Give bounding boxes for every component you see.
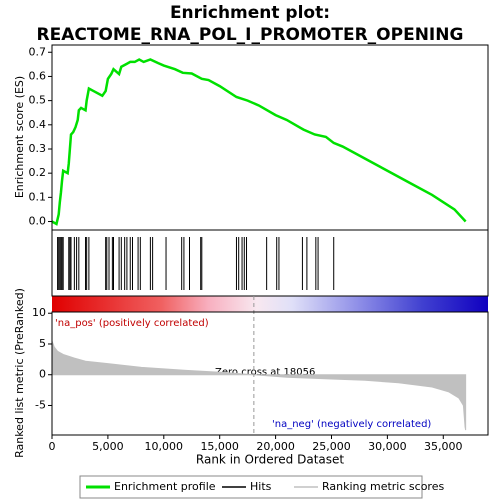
legend: [79, 475, 423, 499]
x-tick-label: 10,000: [145, 440, 184, 453]
legend-label: Hits: [250, 480, 272, 493]
legend-label: Ranking metric scores: [322, 480, 444, 493]
y-tick-label: 5: [39, 337, 46, 350]
x-tick-label: 5,000: [92, 440, 124, 453]
x-tick-label: 25,000: [312, 440, 351, 453]
chart-title: Enrichment plot:: [170, 3, 330, 23]
y-tick-label: 10: [32, 306, 46, 319]
chart-title: REACTOME_RNA_POL_I_PROMOTER_OPENING: [37, 25, 464, 45]
color-bar: [52, 296, 488, 312]
annotation: 'na_pos' (positively correlated): [55, 318, 209, 329]
legend-label: Enrichment profile: [114, 480, 216, 493]
y-axis-label: Enrichment score (ES): [13, 76, 26, 198]
y-tick-label: -5: [35, 398, 46, 411]
annotation: Zero cross at 18056: [215, 367, 315, 378]
x-tick-label: 20,000: [256, 440, 295, 453]
plot-frame: [51, 311, 489, 436]
plot-frame: [51, 229, 489, 297]
y-tick-label: 0.1: [29, 190, 47, 203]
y-tick-label: 0.4: [29, 118, 47, 131]
x-axis-label: Rank in Ordered Dataset: [196, 453, 344, 467]
y-axis-label: Ranked list metric (PreRanked): [13, 288, 26, 458]
y-tick-label: 0.3: [29, 142, 47, 155]
annotation: 'na_neg' (negatively correlated): [272, 419, 431, 430]
y-tick-label: 0.5: [29, 94, 47, 107]
metric-area: [51, 340, 467, 431]
y-tick-label: 0: [39, 368, 46, 381]
y-tick-label: 0.0: [29, 215, 47, 228]
y-tick-label: 0.2: [29, 166, 47, 179]
x-tick-label: 35,000: [424, 440, 463, 453]
y-tick-label: 0.6: [29, 69, 47, 82]
x-tick-label: 0: [49, 440, 56, 453]
y-tick-label: 0.7: [29, 45, 47, 58]
x-tick-label: 30,000: [368, 440, 407, 453]
x-tick-label: 15,000: [200, 440, 239, 453]
es-line: [51, 58, 467, 226]
